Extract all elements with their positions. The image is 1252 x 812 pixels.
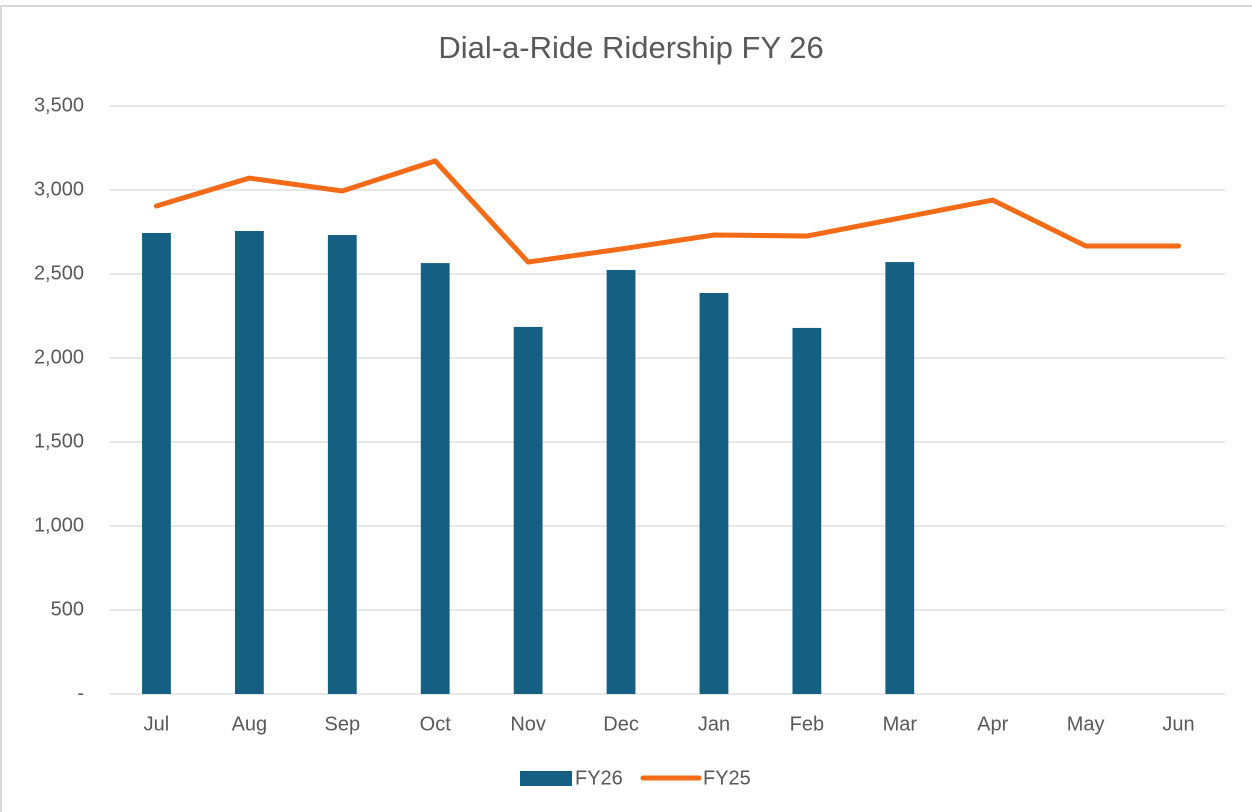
y-tick-label: 2,500 bbox=[34, 262, 84, 284]
y-tick-label: 1,000 bbox=[34, 514, 84, 536]
line bbox=[153, 158, 1182, 265]
x-tick-label: Aug bbox=[232, 713, 268, 735]
x-tick-label: Nov bbox=[510, 713, 546, 735]
y-tick-label: 2,000 bbox=[34, 346, 84, 368]
x-tick-label: Oct bbox=[420, 713, 452, 735]
bar bbox=[792, 327, 822, 694]
y-tick-label: 1,500 bbox=[34, 430, 84, 452]
x-tick-label: Jul bbox=[144, 713, 170, 735]
x-tick-label: May bbox=[1067, 713, 1105, 735]
x-tick-label: Jun bbox=[1162, 713, 1194, 735]
y-tick-label: 500 bbox=[51, 598, 84, 620]
legend-label: FY25 bbox=[703, 767, 751, 789]
x-tick-label: Dec bbox=[603, 713, 639, 735]
bar bbox=[142, 233, 171, 694]
bar bbox=[420, 263, 450, 694]
bar bbox=[699, 292, 729, 694]
bar bbox=[513, 326, 543, 694]
x-tick-label: Sep bbox=[324, 713, 360, 735]
y-tick-label: - bbox=[77, 682, 84, 704]
legend-swatch bbox=[520, 771, 572, 786]
bar bbox=[885, 262, 915, 694]
x-tick-label: Jan bbox=[698, 713, 730, 735]
y-tick-label: 3,000 bbox=[34, 178, 84, 200]
x-tick-label: Mar bbox=[883, 713, 918, 735]
chart-title: Dial-a-Ride Ridership FY 26 bbox=[438, 30, 823, 65]
x-tick-label: Feb bbox=[790, 713, 824, 735]
bar bbox=[234, 230, 264, 694]
bar bbox=[327, 235, 357, 695]
x-tick-label: Apr bbox=[977, 713, 1008, 735]
bar bbox=[606, 269, 636, 694]
legend-label: FY26 bbox=[575, 767, 623, 789]
y-tick-label: 3,500 bbox=[34, 94, 84, 116]
